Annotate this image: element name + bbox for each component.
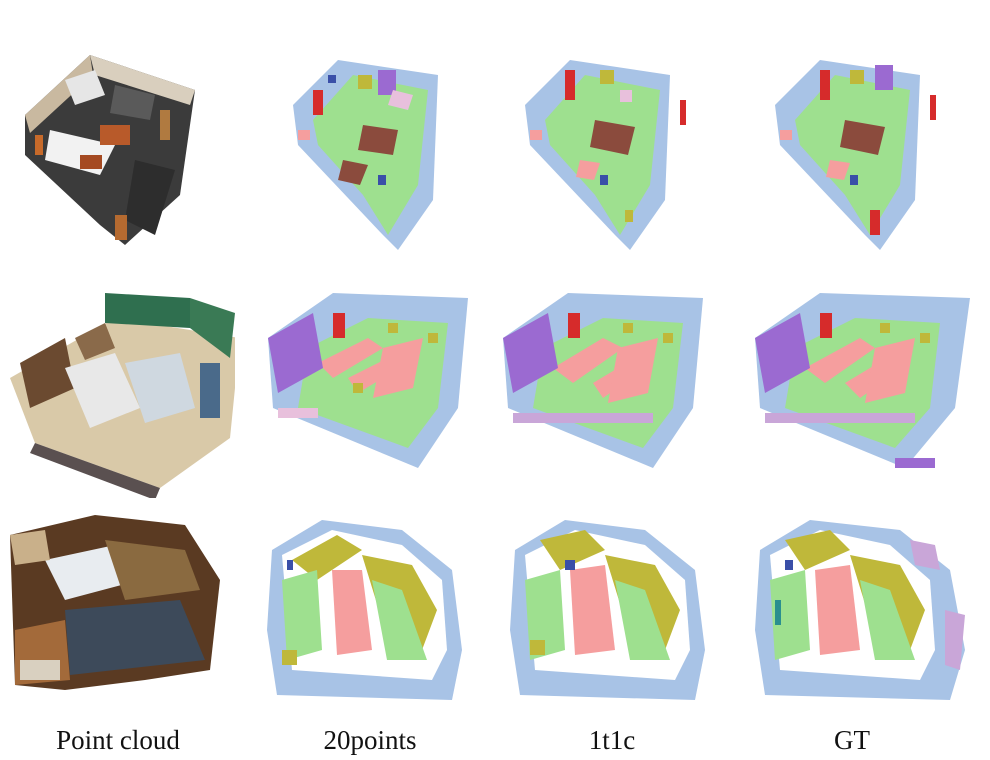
- row1-point-cloud-image: [25, 55, 195, 245]
- row1-20points-segmentation: [293, 60, 438, 250]
- row3-1t1c-segmentation: [510, 520, 705, 700]
- row1-20points-panel: [268, 35, 498, 265]
- row2-20points-segmentation: [268, 293, 468, 468]
- row1-1t1c-panel: [500, 35, 730, 265]
- row1-gt-segmentation: [775, 60, 936, 250]
- row3-20points-segmentation: [267, 520, 462, 700]
- row2-gt-segmentation: [755, 293, 970, 468]
- row2-1t1c-panel: [493, 268, 723, 498]
- column-label-point-cloud: Point cloud: [56, 725, 180, 755]
- row3-20points-panel: [262, 500, 492, 730]
- column-label-20points: 20points: [323, 725, 417, 755]
- row1-1t1c-segmentation: [525, 60, 686, 250]
- row2-gt-panel: [745, 268, 975, 498]
- column-label-1t1c: 1t1c: [588, 725, 636, 755]
- row3-point-cloud-panel: [5, 500, 235, 730]
- row1-gt-panel: [750, 35, 980, 265]
- row1-point-cloud-panel: [5, 35, 235, 265]
- row3-point-cloud-image: [10, 515, 220, 690]
- row3-1t1c-panel: [505, 500, 735, 730]
- row2-point-cloud-image: [10, 293, 235, 498]
- row3-gt-segmentation: [755, 520, 965, 700]
- row2-1t1c-segmentation: [503, 293, 703, 468]
- row2-point-cloud-panel: [5, 268, 235, 498]
- column-label-gt: GT: [834, 725, 870, 755]
- row2-20points-panel: [258, 268, 488, 498]
- row3-gt-panel: [750, 500, 980, 730]
